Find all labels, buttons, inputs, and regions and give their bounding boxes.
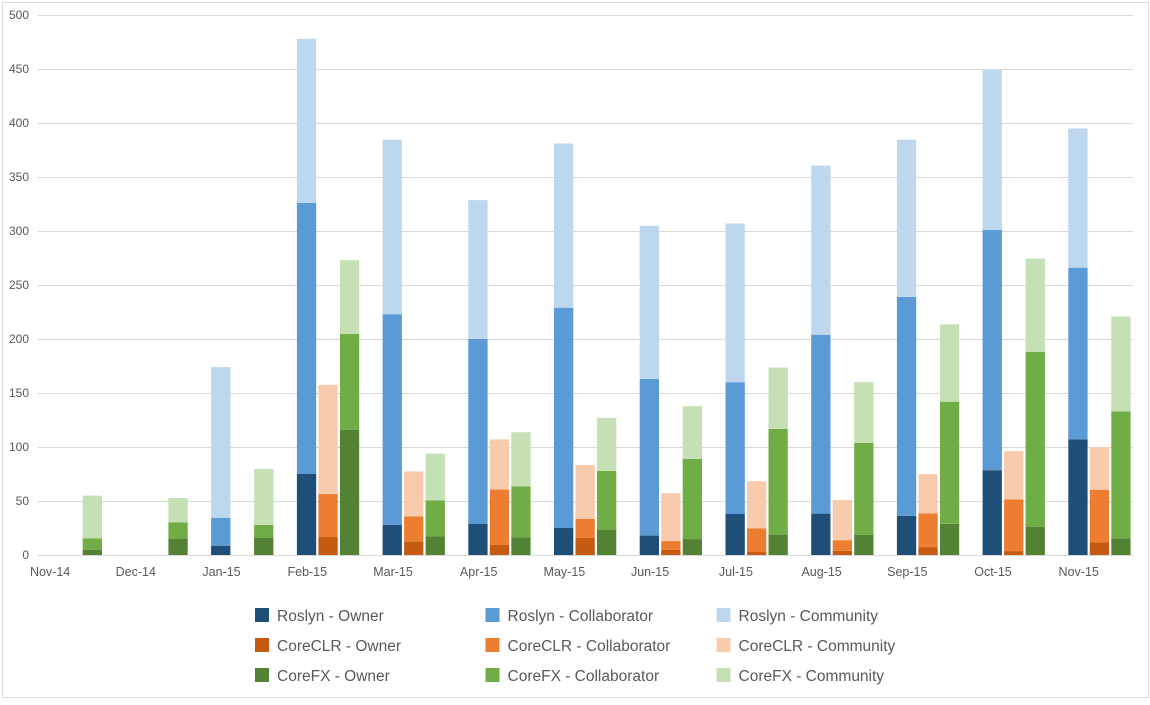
svg-text:Roslyn - Community: Roslyn - Community	[739, 608, 879, 625]
svg-text:Dec-14: Dec-14	[116, 565, 156, 579]
svg-text:200: 200	[9, 332, 29, 346]
svg-text:0: 0	[22, 548, 29, 562]
svg-text:Apr-15: Apr-15	[460, 565, 498, 579]
svg-text:500: 500	[9, 8, 29, 22]
svg-text:300: 300	[9, 224, 29, 238]
svg-text:Jul-15: Jul-15	[719, 565, 753, 579]
svg-text:Roslyn - Owner: Roslyn - Owner	[277, 608, 384, 625]
svg-text:Jan-15: Jan-15	[202, 565, 240, 579]
svg-text:350: 350	[9, 170, 29, 184]
svg-text:Nov-14: Nov-14	[30, 565, 70, 579]
svg-text:Nov-15: Nov-15	[1059, 565, 1099, 579]
svg-text:150: 150	[9, 386, 29, 400]
svg-text:250: 250	[9, 278, 29, 292]
svg-text:CoreCLR - Collaborator: CoreCLR - Collaborator	[508, 638, 671, 655]
svg-text:400: 400	[9, 116, 29, 130]
svg-text:Mar-15: Mar-15	[373, 565, 413, 579]
svg-text:100: 100	[9, 440, 29, 454]
svg-text:Roslyn - Collaborator: Roslyn - Collaborator	[508, 608, 654, 625]
svg-text:50: 50	[16, 494, 30, 508]
svg-text:Sep-15: Sep-15	[887, 565, 927, 579]
svg-text:Feb-15: Feb-15	[287, 565, 327, 579]
svg-text:Aug-15: Aug-15	[801, 565, 841, 579]
svg-text:CoreFX - Collaborator: CoreFX - Collaborator	[508, 668, 660, 685]
svg-text:450: 450	[9, 62, 29, 76]
svg-text:CoreFX - Community: CoreFX - Community	[739, 668, 885, 685]
svg-text:CoreFX - Owner: CoreFX - Owner	[277, 668, 390, 685]
svg-text:CoreCLR - Community: CoreCLR - Community	[739, 638, 896, 655]
svg-text:Oct-15: Oct-15	[974, 565, 1012, 579]
svg-text:Jun-15: Jun-15	[631, 565, 669, 579]
svg-text:May-15: May-15	[544, 565, 586, 579]
svg-text:CoreCLR - Owner: CoreCLR - Owner	[277, 638, 401, 655]
